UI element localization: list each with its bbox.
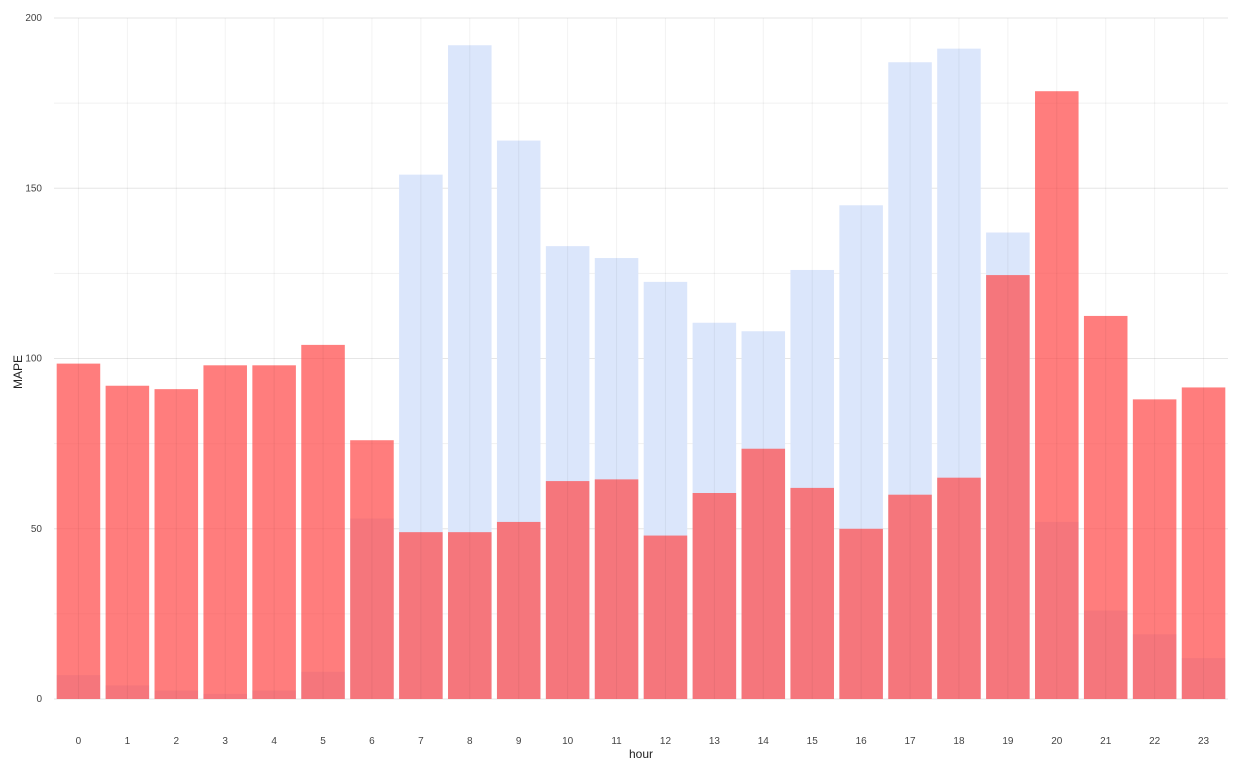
bar-red-hour-5 <box>301 344 345 699</box>
x-tick-label: 7 <box>418 736 424 747</box>
red-series-bars <box>56 91 1226 699</box>
x-tick-label: 8 <box>467 736 473 747</box>
bar-red-hour-13 <box>692 492 737 699</box>
x-axis-title: hour <box>629 747 653 761</box>
y-axis-ticks: 0 50 100 150 200 <box>25 13 42 705</box>
bar-red-hour-20 <box>1035 91 1079 699</box>
y-axis-title: MAPE <box>11 355 25 389</box>
bar-red-hour-9 <box>496 521 541 699</box>
x-tick-label: 23 <box>1198 736 1210 747</box>
x-tick-label: 3 <box>222 736 228 747</box>
bar-red-hour-3 <box>203 365 247 699</box>
vertical-grid-layer <box>77 18 1205 699</box>
bar-red-hour-1 <box>105 385 150 699</box>
x-tick-label: 10 <box>562 736 574 747</box>
bar-red-hour-12 <box>643 535 688 699</box>
bar-red-hour-15 <box>790 487 834 699</box>
x-tick-label: 1 <box>125 736 131 747</box>
bar-red-hour-17 <box>888 494 932 699</box>
bar-red-hour-10 <box>545 481 590 699</box>
x-tick-label: 0 <box>76 736 82 747</box>
x-tick-label: 13 <box>709 736 721 747</box>
x-tick-label: 6 <box>369 736 375 747</box>
bar-red-hour-21 <box>1083 315 1128 699</box>
x-tick-label: 16 <box>856 736 868 747</box>
x-tick-label: 11 <box>611 736 622 747</box>
bar-red-hour-8 <box>448 532 492 699</box>
x-tick-label: 19 <box>1002 736 1014 747</box>
x-tick-label: 14 <box>758 736 770 747</box>
x-tick-label: 4 <box>271 736 277 747</box>
grid-layer <box>54 17 1228 700</box>
x-tick-label: 22 <box>1149 736 1161 747</box>
y-tick-label: 150 <box>25 183 42 194</box>
bar-red-hour-11 <box>594 479 639 699</box>
x-tick-label: 21 <box>1100 736 1112 747</box>
bar-red-hour-6 <box>350 440 394 699</box>
bar-red-hour-14 <box>741 448 786 699</box>
x-tick-label: 9 <box>516 736 522 747</box>
y-tick-label: 100 <box>25 354 42 365</box>
bar-red-hour-2 <box>154 389 199 699</box>
bar-red-hour-23 <box>1181 387 1226 699</box>
bar-red-hour-18 <box>937 477 981 699</box>
x-tick-label: 15 <box>807 736 819 747</box>
y-tick-label: 50 <box>31 524 43 535</box>
bar-red-hour-4 <box>252 365 296 699</box>
bar-red-hour-0 <box>56 363 101 699</box>
x-tick-label: 12 <box>660 736 672 747</box>
y-tick-label: 0 <box>36 694 42 705</box>
x-tick-label: 2 <box>174 736 180 747</box>
x-axis-ticks: 0 1 2 3 4 5 6 7 8 9 10 11 12 13 14 15 16 17 18 19 20 21 22 23 <box>76 736 1210 747</box>
y-tick-label: 200 <box>25 13 42 24</box>
x-tick-label: 17 <box>904 736 916 747</box>
bar-red-hour-19 <box>986 275 1030 699</box>
x-tick-label: 20 <box>1051 736 1063 747</box>
bar-red-hour-16 <box>839 528 883 699</box>
bar-red-hour-7 <box>399 532 443 699</box>
x-tick-label: 18 <box>953 736 965 747</box>
bar-red-hour-22 <box>1132 399 1177 699</box>
x-tick-label: 5 <box>320 736 326 747</box>
